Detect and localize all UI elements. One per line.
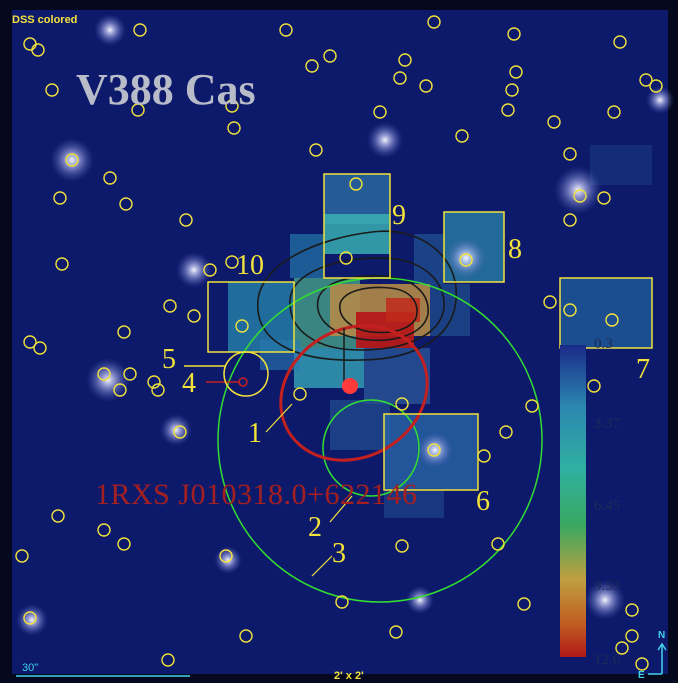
region-label-6: 6 — [476, 486, 490, 517]
region-label-2: 2 — [308, 512, 322, 543]
region-label-3: 3 — [332, 538, 346, 569]
compass-arrows — [648, 642, 667, 675]
object-name: V388 Cas — [76, 65, 256, 114]
region-label-9: 9 — [392, 200, 406, 231]
compass-east: E — [638, 670, 645, 681]
colorbar-tick-3: 6.45 — [594, 498, 621, 514]
box-6 — [383, 413, 479, 491]
colorbar-tick-1: 0.3 — [594, 336, 613, 352]
box-8 — [443, 211, 505, 283]
v388-marker — [238, 377, 248, 387]
compass-north: N — [658, 630, 666, 641]
region-circle-5 — [223, 351, 269, 397]
error-ellipse-1 — [279, 324, 429, 462]
colorbar — [560, 345, 586, 657]
colorbar-tick-4: 9.53 — [594, 578, 621, 594]
box-9 — [323, 173, 391, 279]
region-label-1: 1 — [248, 418, 262, 449]
survey-label: DSS colored — [12, 14, 78, 26]
scale-bar-label: 30" — [22, 662, 39, 674]
region-label-7: 7 — [636, 354, 650, 385]
region-label-5: 5 — [162, 344, 176, 375]
box-7 — [559, 277, 653, 349]
catalog-markers — [15, 15, 663, 671]
region-label-8: 8 — [508, 234, 522, 265]
error-circle-2 — [322, 399, 420, 497]
xray-source-position — [342, 378, 358, 394]
source-label: 1RXS J010318.0+622146 — [95, 478, 418, 511]
field-of-view-label: 2' x 2' — [334, 670, 364, 682]
region-label-10: 10 — [236, 250, 264, 281]
star-glows — [16, 14, 674, 636]
region-label-4: 4 — [182, 368, 196, 399]
colorbar-tick-2: 3.37 — [594, 416, 621, 432]
label-leaders — [265, 403, 353, 577]
colorbar-tick-5: 12.6 — [594, 652, 621, 668]
